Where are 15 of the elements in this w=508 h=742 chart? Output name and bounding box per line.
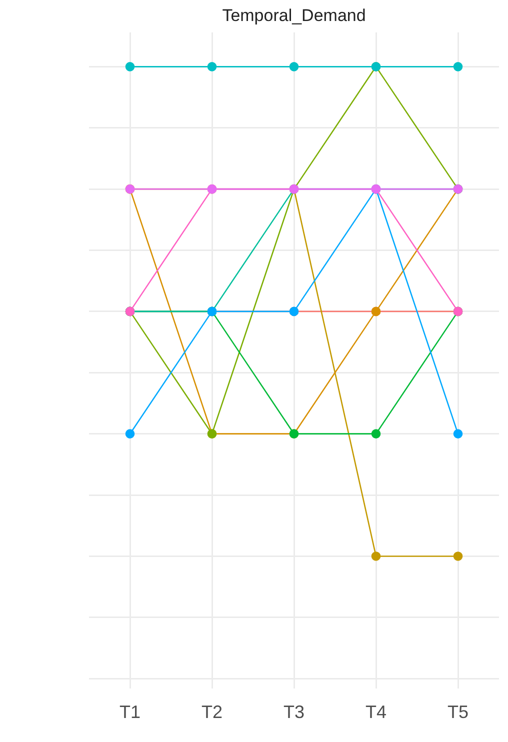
point (125, 429, 135, 438)
x-tick-label: T2 (201, 702, 223, 722)
point (453, 429, 463, 438)
point (207, 62, 217, 72)
point (453, 552, 463, 561)
point (371, 552, 381, 561)
point (453, 62, 463, 72)
x-tick-label: T4 (365, 702, 387, 722)
chart-title: Temporal_Demand (222, 6, 366, 25)
point (371, 429, 381, 438)
point (125, 62, 135, 72)
x-tick-label: T5 (447, 702, 469, 722)
point (289, 62, 299, 72)
x-tick-label: T3 (283, 702, 305, 722)
x-tick-label: T1 (119, 702, 141, 722)
